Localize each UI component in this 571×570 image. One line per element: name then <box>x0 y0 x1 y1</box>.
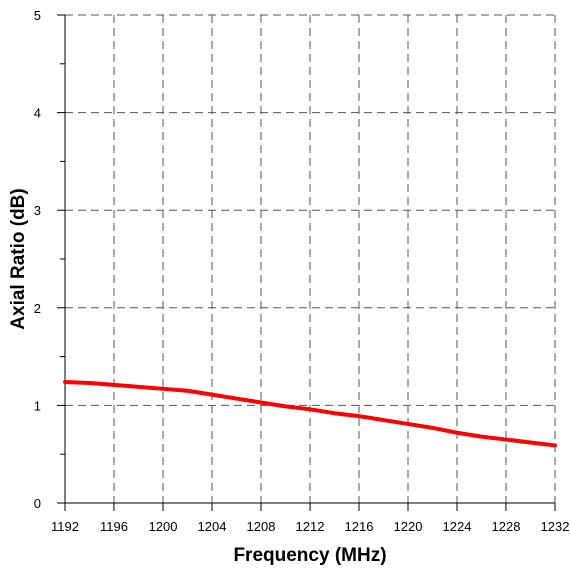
x-tick-label: 1212 <box>296 519 325 534</box>
y-tick-label: 4 <box>34 106 41 121</box>
tick-marks <box>57 14 556 511</box>
x-tick-label: 1232 <box>541 519 570 534</box>
x-tick-label: 1200 <box>149 519 178 534</box>
axial-ratio-series-line <box>63 379 557 448</box>
y-tick-labels: 0 1 2 3 4 5 <box>34 8 41 511</box>
x-tick-labels: 1192 1196 1200 1204 1208 1212 1216 1220 1224 1228… <box>51 519 569 534</box>
y-tick-label: 0 <box>34 496 41 511</box>
grid-lines <box>65 14 556 503</box>
x-tick-label: 1192 <box>51 519 79 534</box>
y-tick-label: 3 <box>34 203 41 218</box>
axes <box>64 15 555 504</box>
y-tick-label: 1 <box>34 398 41 413</box>
x-tick-label: 1196 <box>100 519 128 534</box>
x-tick-label: 1224 <box>443 519 472 534</box>
x-axis-title: Frequency (MHz) <box>233 545 386 566</box>
x-tick-label: 1228 <box>492 519 521 534</box>
y-tick-label: 2 <box>34 301 41 316</box>
x-tick-label: 1204 <box>198 519 227 534</box>
y-tick-label: 5 <box>34 8 41 23</box>
x-tick-label: 1216 <box>345 519 374 534</box>
x-tick-label: 1208 <box>247 519 276 534</box>
x-tick-label: 1220 <box>394 519 423 534</box>
series-layer <box>63 379 557 448</box>
y-axis-title: Axial Ratio (dB) <box>8 188 29 329</box>
